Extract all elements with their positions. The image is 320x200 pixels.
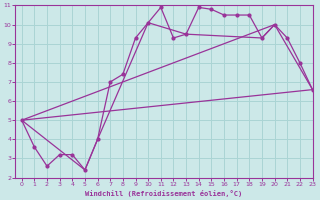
- X-axis label: Windchill (Refroidissement éolien,°C): Windchill (Refroidissement éolien,°C): [85, 190, 243, 197]
